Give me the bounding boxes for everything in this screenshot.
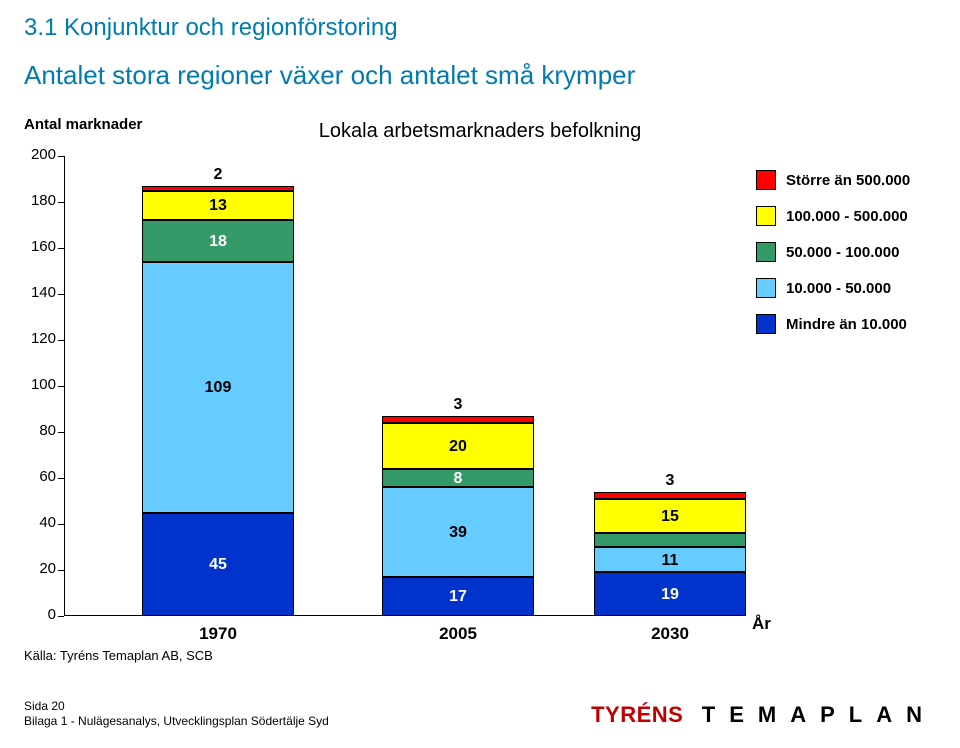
y-tick-label: 80	[20, 422, 56, 439]
y-tick-label: 0	[20, 606, 56, 623]
x-axis-label: År	[752, 614, 771, 634]
y-tick-mark	[58, 386, 64, 387]
legend-label: Större än 500.000	[786, 172, 910, 189]
bar-segment-label: 11	[594, 552, 746, 570]
y-tick-label: 60	[20, 468, 56, 485]
y-tick-mark	[58, 294, 64, 295]
bar-segment-label: 13	[142, 197, 294, 215]
bar-segment-label: 2	[142, 166, 294, 184]
legend-swatch	[756, 242, 776, 262]
bar-segment-label: 15	[594, 508, 746, 526]
bar: 19116153	[594, 492, 746, 616]
y-tick-label: 40	[20, 514, 56, 531]
y-tick-mark	[58, 340, 64, 341]
bar-segment-label: 45	[142, 556, 294, 574]
y-tick-label: 200	[20, 146, 56, 163]
bar-segment-label: 3	[594, 472, 746, 490]
chart-title: Lokala arbetsmarknaders befolkning	[24, 120, 936, 143]
bar-segment-label: 39	[382, 524, 534, 542]
y-tick-label: 140	[20, 284, 56, 301]
bar-segment	[594, 492, 746, 499]
legend: Större än 500.000 100.000 - 500.000 50.000…	[756, 170, 936, 350]
category-label: 2005	[382, 624, 534, 644]
y-tick-mark	[58, 524, 64, 525]
y-tick-label: 100	[20, 376, 56, 393]
section-subheading: Antalet stora regioner växer och antalet…	[24, 60, 635, 91]
y-tick-mark	[58, 248, 64, 249]
bar-segment	[594, 533, 746, 547]
legend-label: 50.000 - 100.000	[786, 244, 899, 261]
bar-segment-label: 3	[382, 396, 534, 414]
logo-brand-2: TEMAPLAN	[702, 702, 936, 727]
y-tick-mark	[58, 570, 64, 571]
legend-label: 100.000 - 500.000	[786, 208, 908, 225]
legend-item: 10.000 - 50.000	[756, 278, 936, 298]
chart: Antal marknader Lokala arbetsmarknaders …	[24, 116, 936, 636]
legend-swatch	[756, 278, 776, 298]
bar-segment-label: 19	[594, 586, 746, 604]
bar-segment-label: 20	[382, 438, 534, 456]
logo-brand-1: TYRÉNS	[591, 702, 683, 727]
y-tick-mark	[58, 432, 64, 433]
y-tick-mark	[58, 616, 64, 617]
source-text: Källa: Tyréns Temaplan AB, SCB	[24, 648, 213, 663]
legend-label: Mindre än 10.000	[786, 316, 907, 333]
footer-line-1: Sida 20	[24, 699, 329, 715]
bar-segment-label: 8	[382, 470, 534, 488]
bar-segment-label: 17	[382, 588, 534, 606]
legend-label: 10.000 - 50.000	[786, 280, 891, 297]
section-heading: 3.1 Konjunktur och regionförstoring	[24, 14, 398, 42]
bar: 4510918132	[142, 186, 294, 616]
y-tick-label: 180	[20, 192, 56, 209]
y-tick-mark	[58, 478, 64, 479]
legend-swatch	[756, 170, 776, 190]
y-tick-mark	[58, 156, 64, 157]
category-label: 2030	[594, 624, 746, 644]
bar-segment-label: 18	[142, 233, 294, 251]
legend-swatch	[756, 206, 776, 226]
y-tick-label: 120	[20, 330, 56, 347]
y-tick-label: 160	[20, 238, 56, 255]
legend-item: Större än 500.000	[756, 170, 936, 190]
footer-line-2: Bilaga 1 - Nulägesanalys, Utvecklingspla…	[24, 714, 329, 730]
bar-segment-label: 109	[142, 379, 294, 397]
logo: TYRÉNS TEMAPLAN	[591, 702, 936, 728]
y-tick-label: 20	[20, 560, 56, 577]
bar-segment	[142, 186, 294, 191]
plot-area: 0204060801001201401601802004510918132197…	[64, 156, 744, 616]
bar-segment	[382, 416, 534, 423]
legend-item: Mindre än 10.000	[756, 314, 936, 334]
legend-item: 100.000 - 500.000	[756, 206, 936, 226]
legend-item: 50.000 - 100.000	[756, 242, 936, 262]
y-axis	[64, 156, 65, 616]
page-footer: Sida 20 Bilaga 1 - Nulägesanalys, Utveck…	[24, 699, 329, 730]
category-label: 1970	[142, 624, 294, 644]
bar: 17398203	[382, 416, 534, 616]
y-tick-mark	[58, 202, 64, 203]
legend-swatch	[756, 314, 776, 334]
